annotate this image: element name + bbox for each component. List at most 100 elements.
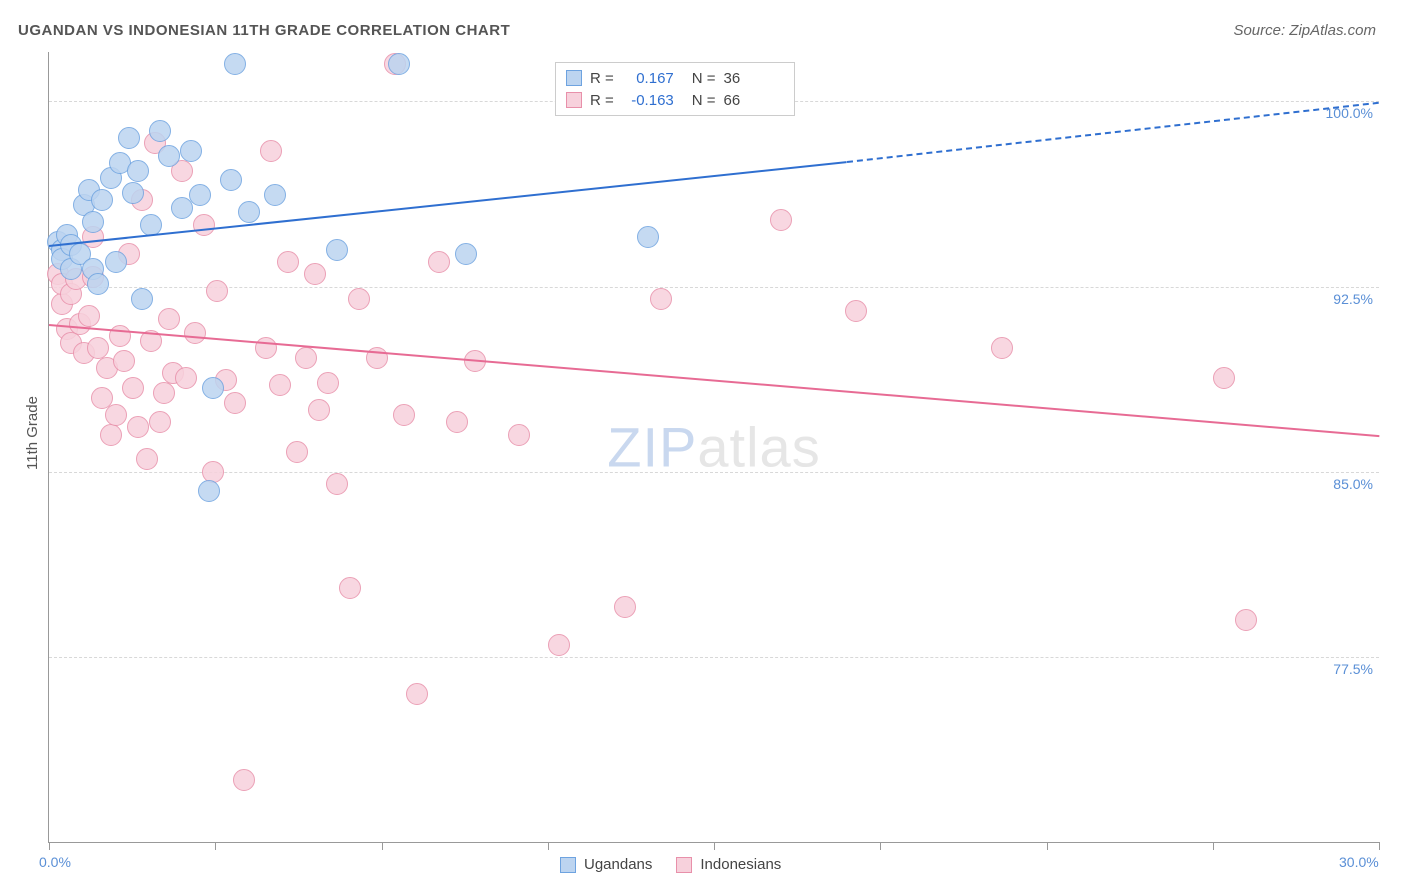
x-tick: [382, 842, 383, 850]
scatter-point-ugandans: [326, 239, 348, 261]
scatter-point-ugandans: [87, 273, 109, 295]
scatter-point-ugandans: [202, 377, 224, 399]
scatter-plot-area: ZIPatlas 77.5%85.0%92.5%100.0%0.0%30.0%: [48, 52, 1379, 843]
scatter-point-indonesians: [650, 288, 672, 310]
legend-item-indonesians: Indonesians: [676, 856, 781, 873]
r-value: -0.163: [622, 92, 674, 109]
legend-label-indonesians: Indonesians: [700, 856, 781, 873]
gridline: [49, 657, 1379, 658]
scatter-point-indonesians: [206, 280, 228, 302]
x-tick: [1047, 842, 1048, 850]
correlation-legend-row: R = -0.163 N = 66: [566, 89, 784, 111]
legend-swatch-indonesians: [676, 857, 692, 873]
scatter-point-ugandans: [637, 226, 659, 248]
scatter-point-indonesians: [175, 367, 197, 389]
scatter-point-indonesians: [1213, 367, 1235, 389]
correlation-legend: R = 0.167 N = 36 R = -0.163 N = 66: [555, 62, 795, 116]
x-tick: [548, 842, 549, 850]
scatter-point-indonesians: [78, 305, 100, 327]
scatter-point-indonesians: [277, 251, 299, 273]
scatter-point-ugandans: [180, 140, 202, 162]
n-value: 36: [724, 70, 741, 87]
x-tick-label: 30.0%: [1339, 854, 1379, 870]
scatter-point-ugandans: [198, 480, 220, 502]
scatter-point-indonesians: [393, 404, 415, 426]
scatter-point-indonesians: [286, 441, 308, 463]
scatter-point-ugandans: [388, 53, 410, 75]
y-tick-label: 77.5%: [1333, 661, 1373, 677]
scatter-point-indonesians: [845, 300, 867, 322]
scatter-point-ugandans: [149, 120, 171, 142]
scatter-point-indonesians: [308, 399, 330, 421]
scatter-point-ugandans: [91, 189, 113, 211]
scatter-point-ugandans: [238, 201, 260, 223]
watermark: ZIPatlas: [607, 415, 820, 480]
scatter-point-indonesians: [149, 411, 171, 433]
scatter-point-ugandans: [122, 182, 144, 204]
r-value: 0.167: [622, 70, 674, 87]
y-tick-label: 92.5%: [1333, 291, 1373, 307]
x-tick: [880, 842, 881, 850]
scatter-point-ugandans: [158, 145, 180, 167]
legend-swatch-ugandans: [560, 857, 576, 873]
scatter-point-indonesians: [348, 288, 370, 310]
scatter-point-indonesians: [158, 308, 180, 330]
gridline: [49, 287, 1379, 288]
x-tick: [215, 842, 216, 850]
scatter-point-ugandans: [105, 251, 127, 273]
scatter-point-indonesians: [105, 404, 127, 426]
scatter-point-indonesians: [202, 461, 224, 483]
scatter-point-indonesians: [991, 337, 1013, 359]
watermark-atlas: atlas: [697, 416, 820, 479]
scatter-point-indonesians: [269, 374, 291, 396]
scatter-point-ugandans: [224, 53, 246, 75]
scatter-point-indonesians: [100, 424, 122, 446]
scatter-point-indonesians: [548, 634, 570, 656]
x-tick: [1213, 842, 1214, 850]
scatter-point-indonesians: [446, 411, 468, 433]
scatter-point-indonesians: [326, 473, 348, 495]
scatter-point-ugandans: [127, 160, 149, 182]
scatter-point-indonesians: [304, 263, 326, 285]
scatter-point-indonesians: [109, 325, 131, 347]
scatter-point-indonesians: [295, 347, 317, 369]
scatter-point-indonesians: [614, 596, 636, 618]
y-tick-label: 85.0%: [1333, 476, 1373, 492]
trendline-ugandans: [49, 161, 847, 247]
legend-swatch: [566, 92, 582, 108]
n-value: 66: [724, 92, 741, 109]
scatter-point-indonesians: [260, 140, 282, 162]
r-label: R =: [590, 70, 614, 87]
legend-label-ugandans: Ugandans: [584, 856, 652, 873]
scatter-point-indonesians: [136, 448, 158, 470]
scatter-point-indonesians: [224, 392, 246, 414]
scatter-point-indonesians: [153, 382, 175, 404]
scatter-point-indonesians: [428, 251, 450, 273]
r-label: R =: [590, 92, 614, 109]
scatter-point-indonesians: [193, 214, 215, 236]
x-tick: [1379, 842, 1380, 850]
scatter-point-ugandans: [189, 184, 211, 206]
n-label: N =: [692, 92, 716, 109]
scatter-point-indonesians: [87, 337, 109, 359]
y-axis-label: 11th Grade: [24, 396, 41, 470]
watermark-zip: ZIP: [607, 416, 697, 479]
n-label: N =: [692, 70, 716, 87]
scatter-point-ugandans: [220, 169, 242, 191]
x-tick: [714, 842, 715, 850]
scatter-point-indonesians: [184, 322, 206, 344]
scatter-point-ugandans: [264, 184, 286, 206]
legend-item-ugandans: Ugandans: [560, 856, 652, 873]
x-tick-label: 0.0%: [39, 854, 71, 870]
x-tick: [49, 842, 50, 850]
scatter-point-ugandans: [118, 127, 140, 149]
gridline: [49, 472, 1379, 473]
scatter-point-indonesians: [113, 350, 135, 372]
scatter-point-indonesians: [770, 209, 792, 231]
series-legend: Ugandans Indonesians: [560, 856, 781, 873]
scatter-point-indonesians: [508, 424, 530, 446]
trendline-ugandans-extrapolated: [847, 101, 1379, 162]
scatter-point-ugandans: [455, 243, 477, 265]
chart-title: UGANDAN VS INDONESIAN 11TH GRADE CORRELA…: [18, 22, 510, 39]
scatter-point-indonesians: [1235, 609, 1257, 631]
